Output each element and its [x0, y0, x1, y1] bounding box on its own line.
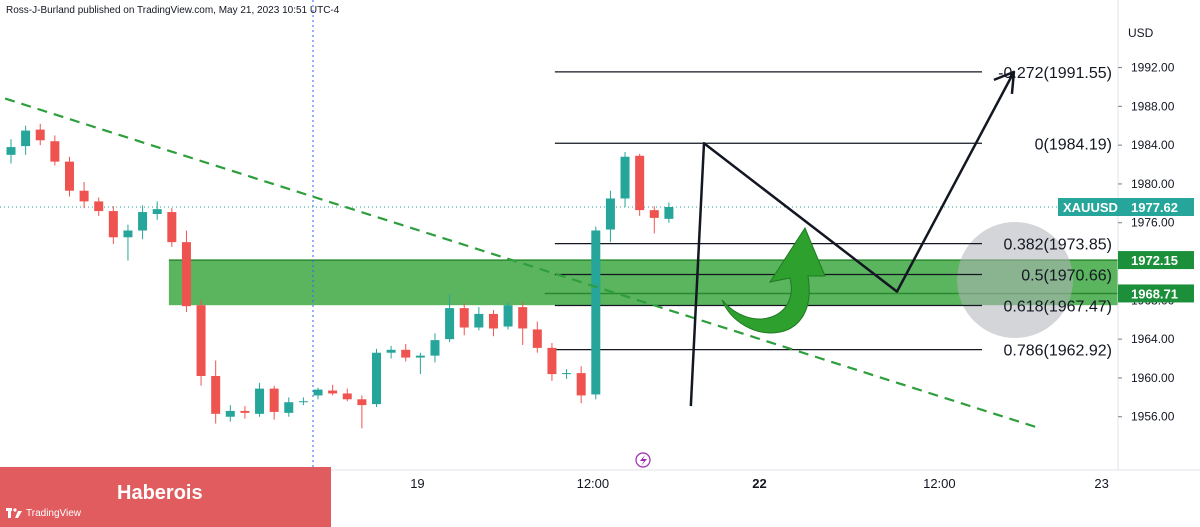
candle-body-19 [284, 402, 294, 413]
last-price-tag-box [1118, 198, 1194, 217]
tradingview-logo-icon [6, 508, 22, 518]
candle-body-45 [664, 207, 674, 219]
y-tick-label-3: 1980.00 [1131, 177, 1175, 191]
candle-body-21 [313, 389, 323, 396]
x-tick-label-4: 22 [752, 476, 766, 491]
x-tick-label-5: 12:00 [923, 476, 956, 491]
candle-body-14 [211, 376, 221, 414]
candle-body-30 [445, 308, 455, 340]
candle-body-10 [152, 209, 162, 215]
candle-body-37 [547, 347, 557, 375]
candle-body-27 [401, 349, 411, 358]
candle-body-24 [357, 399, 367, 406]
candle-body-11 [167, 212, 177, 243]
candle-body-13 [196, 305, 206, 377]
x-tick-label-6: 23 [1094, 476, 1108, 491]
publisher-credit: Ross-J-Burland published on TradingView.… [6, 5, 340, 16]
candle-body-32 [474, 313, 484, 328]
y-tick-label-9: 1956.00 [1131, 410, 1175, 424]
x-tick-label-3: 12:00 [577, 476, 610, 491]
x-tick-label-2: 19 [410, 476, 424, 491]
brand-name: Haberois [117, 482, 203, 504]
symbol-tag-label: XAUUSD [1063, 200, 1118, 215]
y-tick-label-1: 1988.00 [1131, 99, 1175, 113]
candle-body-3 [50, 141, 60, 162]
y-tick-label-2: 1984.00 [1131, 138, 1175, 152]
candle-body-2 [35, 129, 45, 141]
candle-body-36 [532, 329, 542, 348]
price-tag-label-0: 1972.15 [1131, 253, 1178, 268]
brand-banner [0, 467, 331, 527]
price-tag-box-1 [1118, 284, 1194, 303]
candle-body-22 [328, 390, 338, 394]
currency-label: USD [1128, 26, 1154, 40]
candle-body-4 [64, 161, 74, 191]
candle-body-33 [488, 313, 498, 329]
y-tick-label-7: 1964.00 [1131, 332, 1175, 346]
candle-body-40 [591, 230, 601, 395]
fib-label-1: 0(1984.19) [1035, 136, 1112, 153]
candle-body-1 [21, 130, 31, 147]
candle-body-38 [562, 373, 572, 375]
candle-body-16 [240, 410, 250, 413]
candle-body-44 [649, 210, 659, 218]
projection-arrowhead [993, 70, 1016, 94]
candle-body-34 [503, 305, 513, 327]
candle-body-0 [6, 147, 16, 155]
candle-body-7 [108, 211, 118, 238]
candle-body-23 [342, 393, 352, 400]
dashed-trendline [4, 97, 1041, 430]
price-tag-box-0 [1118, 251, 1194, 270]
candle-body-25 [372, 352, 381, 405]
platform-name: TradingView [26, 508, 82, 519]
symbol-tag-box [1058, 198, 1118, 217]
candle-body-17 [255, 388, 265, 414]
fib-label-5: 0.786(1962.92) [1003, 343, 1112, 360]
fib-label-0: -0.272(1991.55) [998, 65, 1112, 82]
price-tag-label-1: 1968.71 [1131, 286, 1178, 301]
candle-body-12 [181, 242, 191, 307]
candle-body-43 [635, 155, 645, 211]
lightning-bolt [640, 455, 647, 466]
y-tick-label-0: 1992.00 [1131, 61, 1175, 75]
candle-body-35 [518, 307, 528, 329]
highlight-circle [957, 222, 1073, 338]
candle-body-31 [459, 308, 469, 328]
y-tick-label-8: 1960.00 [1131, 371, 1175, 385]
lightning-icon [635, 452, 651, 468]
candle-body-26 [386, 349, 396, 353]
candle-body-18 [269, 388, 279, 412]
fib-label-2: 0.382(1973.85) [1003, 237, 1112, 254]
candle-body-20 [298, 401, 308, 403]
candle-body-41 [605, 198, 615, 230]
candle-body-6 [94, 201, 104, 212]
candle-body-8 [123, 230, 133, 238]
projection-path [689, 71, 1016, 407]
last-price-tag-label: 1977.62 [1131, 200, 1178, 215]
candle-body-42 [620, 156, 630, 199]
y-tick-label-4: 1976.00 [1131, 216, 1175, 230]
fib-label-3: 0.5(1970.66) [1021, 268, 1112, 285]
fib-label-4: 0.618(1967.47) [1003, 298, 1112, 315]
green-curved-arrow [721, 226, 826, 334]
candle-body-39 [576, 373, 586, 396]
candle-body-5 [79, 190, 89, 202]
candle-body-15 [225, 410, 235, 417]
candle-body-28 [415, 355, 425, 358]
candle-body-9 [138, 212, 148, 231]
candle-body-29 [430, 340, 440, 356]
